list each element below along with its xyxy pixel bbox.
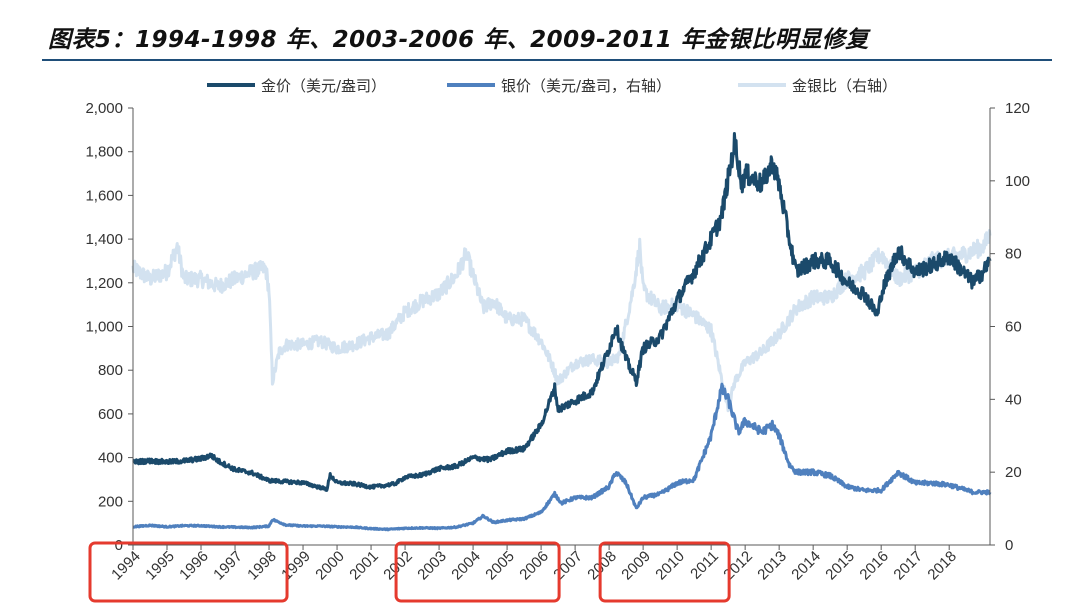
y-right-tick-label: 80 <box>1005 246 1022 263</box>
highlight-box <box>598 541 731 603</box>
y-left-tick-label: 200 <box>98 493 123 510</box>
x-tick-label: 2005 <box>482 548 518 584</box>
x-tick-label: 2002 <box>380 548 416 584</box>
x-tick-label: 1995 <box>142 548 178 584</box>
x-tick-label: 2006 <box>516 548 552 584</box>
y-left-tick-label: 400 <box>98 450 123 467</box>
x-tick-label: 2012 <box>720 548 756 584</box>
y-right-tick-label: 120 <box>1005 100 1030 117</box>
x-tick-label: 2016 <box>856 548 892 584</box>
y-left-tick-label: 1,200 <box>85 275 123 292</box>
y-right-tick-label: 20 <box>1005 464 1022 481</box>
highlight-layer <box>88 541 731 603</box>
y-left-tick-label: 600 <box>98 406 123 423</box>
highlight-box <box>88 541 289 603</box>
x-tick-label: 1998 <box>244 548 280 584</box>
x-tick-label: 2000 <box>312 548 348 584</box>
x-tick-label: 2013 <box>754 548 790 584</box>
x-tick-label: 2008 <box>584 548 620 584</box>
y-left-tick-label: 2,000 <box>85 100 123 117</box>
series-layer <box>131 132 992 532</box>
x-tick-label: 2011 <box>687 548 722 583</box>
x-tick-label: 2001 <box>346 548 382 584</box>
x-tick-label: 1999 <box>278 548 314 584</box>
x-tick-label: 2009 <box>618 548 654 584</box>
x-tick-label: 1996 <box>176 548 212 584</box>
y-right-tick-label: 40 <box>1005 391 1022 408</box>
title-divider <box>42 59 1052 61</box>
y-right-tick-label: 0 <box>1005 537 1013 554</box>
x-tick-label: 2017 <box>890 548 926 584</box>
figure-title: 图表5：1994-1998 年、2003-2006 年、2009-2011 年金… <box>48 27 869 53</box>
x-tick-label: 2010 <box>652 548 688 584</box>
y-left-tick-label: 1,400 <box>85 231 123 248</box>
x-tick-label: 1994 <box>108 548 144 584</box>
x-tick-label: 2018 <box>924 548 960 584</box>
legend-label: 金价（美元/盎司） <box>261 77 386 95</box>
x-tick-label: 1997 <box>210 548 246 584</box>
silver-price-line <box>132 382 992 532</box>
axes-layer: 02004006008001,0001,2001,4001,6001,8002,… <box>85 100 1030 583</box>
y-left-tick-label: 800 <box>98 362 123 379</box>
x-tick-label: 2003 <box>414 548 450 584</box>
x-tick-label: 2007 <box>550 548 586 584</box>
x-tick-label: 2015 <box>822 548 858 584</box>
y-right-tick-label: 100 <box>1005 173 1030 190</box>
y-left-tick-label: 1,800 <box>85 144 123 161</box>
y-left-tick-label: 1,000 <box>85 319 123 336</box>
x-tick-label: 2014 <box>788 548 824 584</box>
legend: 金价（美元/盎司） 银价（美元/盎司，右轴） 金银比（右轴） <box>207 77 897 95</box>
legend-label: 金银比（右轴） <box>792 77 897 95</box>
y-left-tick-label: 1,600 <box>85 187 123 204</box>
highlight-box <box>394 541 561 603</box>
x-tick-label: 2004 <box>448 548 484 584</box>
legend-label: 银价（美元/盎司，右轴） <box>501 77 671 95</box>
gold-silver-ratio-line <box>131 229 992 413</box>
y-right-tick-label: 60 <box>1005 319 1022 336</box>
gold-price-line <box>132 132 992 492</box>
y-left-tick-label: 0 <box>115 537 123 554</box>
